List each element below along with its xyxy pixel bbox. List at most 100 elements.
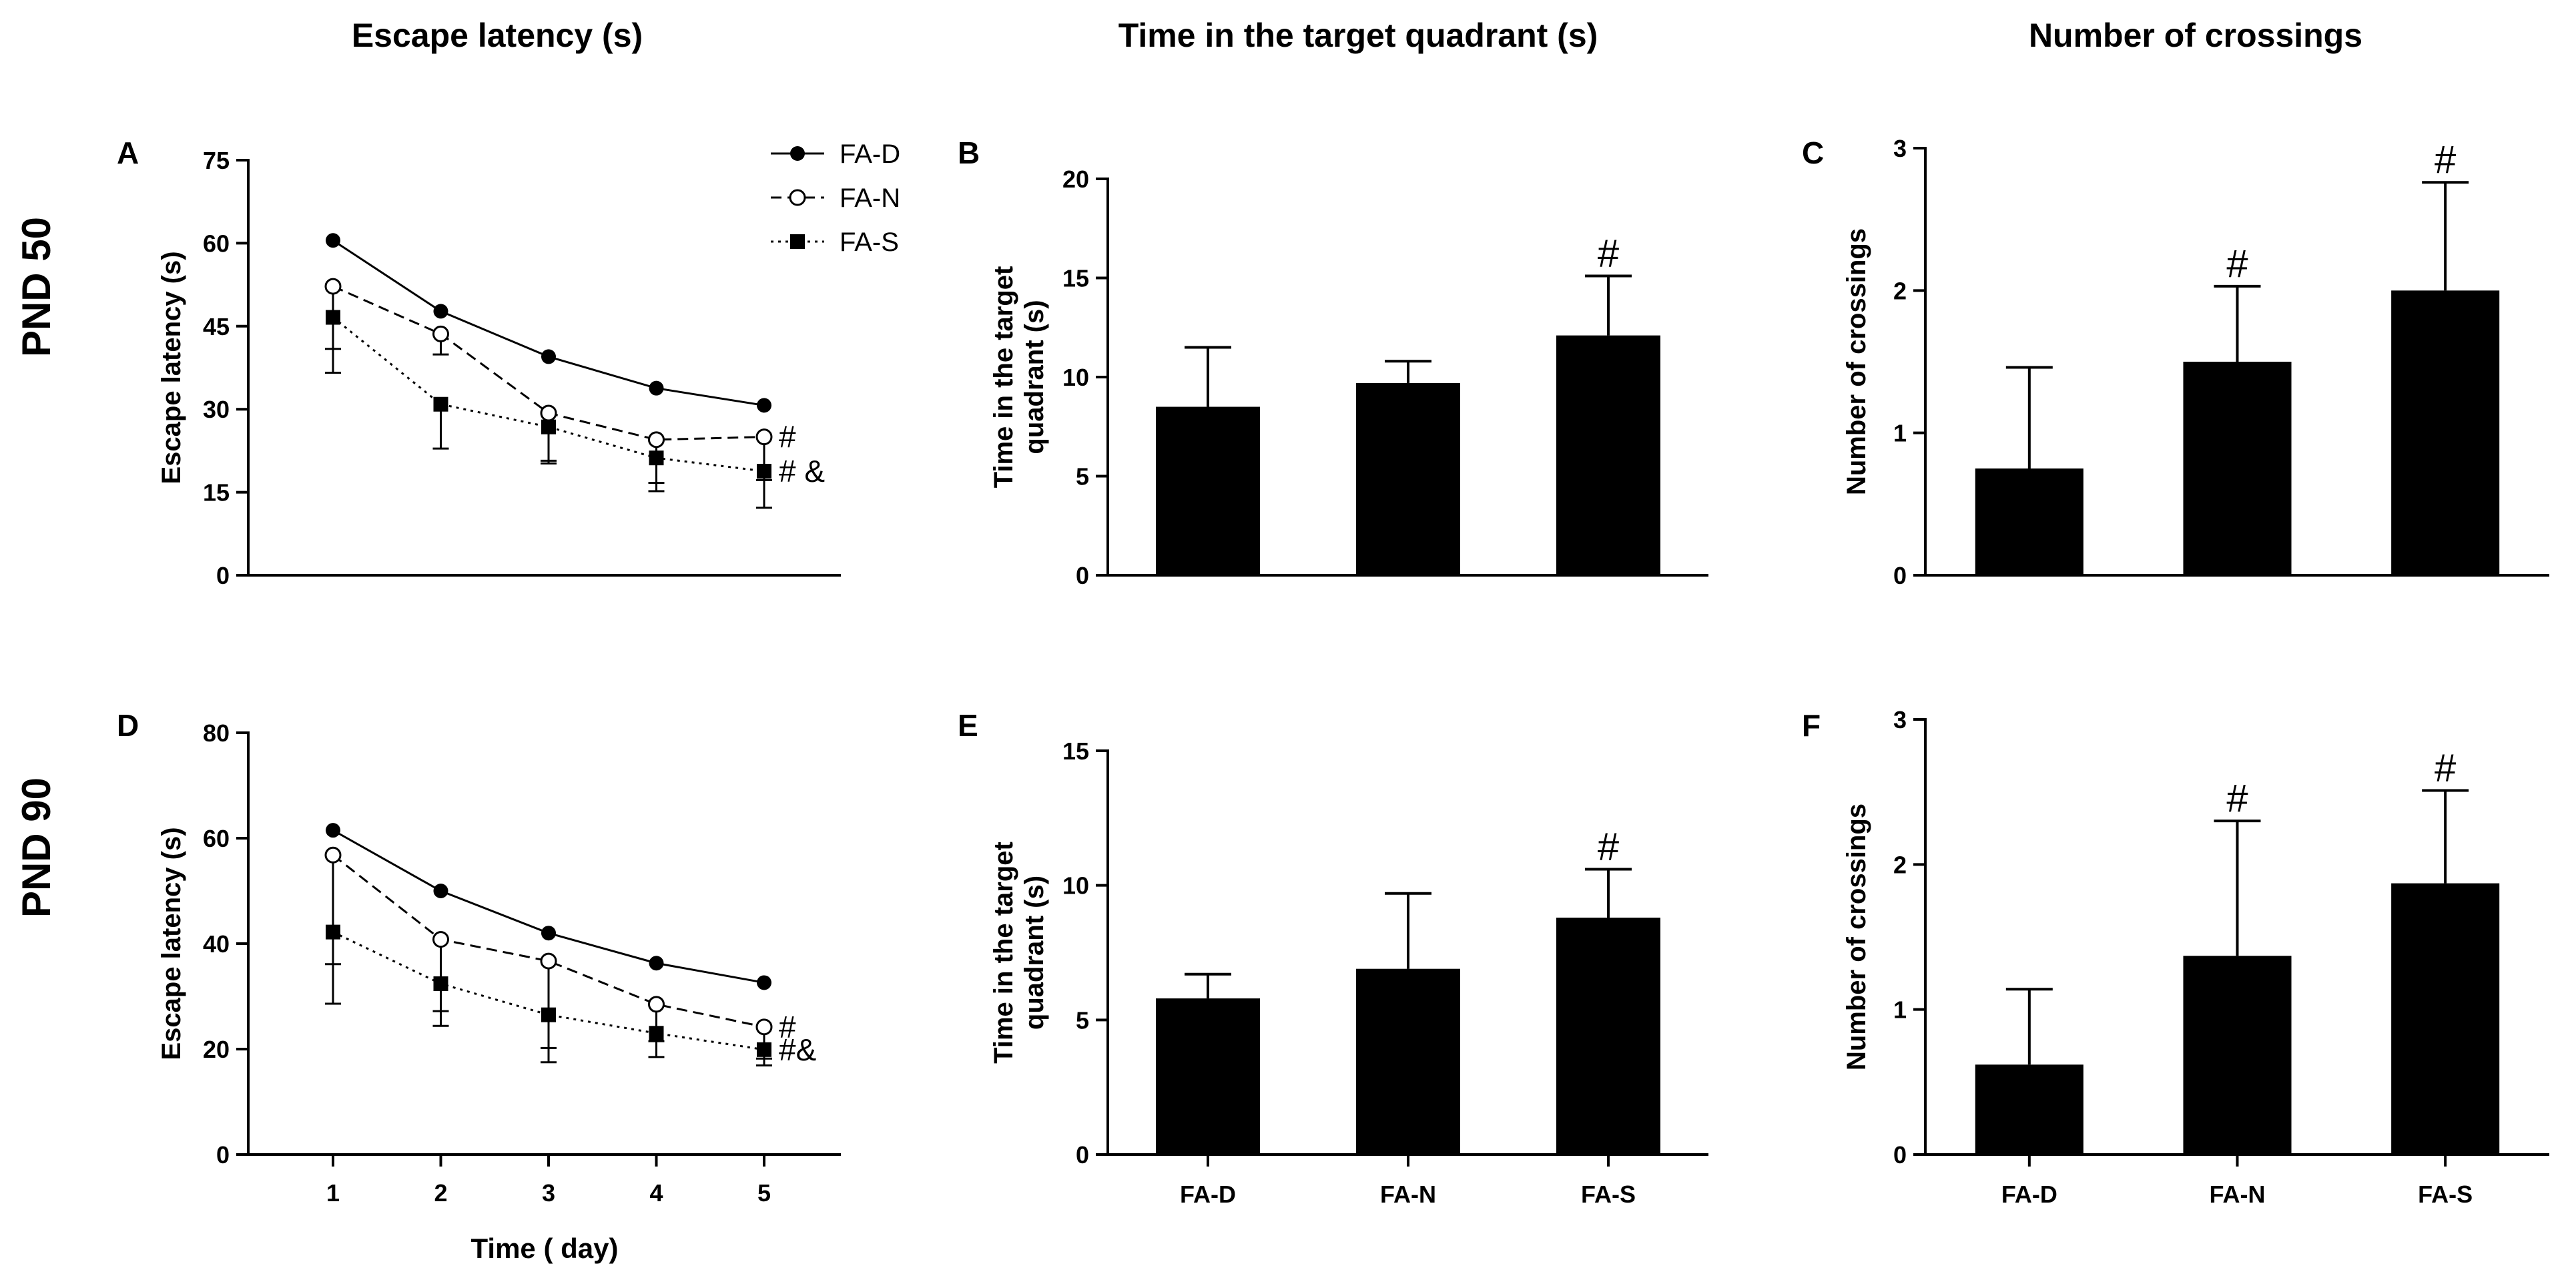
y-tick-label: 45 [203, 313, 230, 340]
y-tick-label: 3 [1893, 135, 1907, 162]
y-axis-label: Number of crossings [1842, 804, 1871, 1070]
y-tick-label: 2 [1893, 277, 1907, 304]
bar-group-fa-n: # FA-N [2183, 777, 2292, 1208]
significance-mark: # [2226, 242, 2248, 286]
panel-letter-a: A [117, 135, 139, 170]
data-point [649, 450, 664, 466]
significance-annotation: # & [779, 454, 825, 489]
panel-c: C 0 1 2 3 Number of crossings # # [1802, 135, 2549, 589]
significance-mark: # [1598, 825, 1619, 868]
data-point [324, 278, 342, 295]
data-point [432, 931, 449, 948]
y-axis-label: Escape latency (s) [157, 251, 186, 484]
y-tick-label: 1 [1893, 420, 1907, 447]
bar-group-fa-s: # FA-S [2391, 746, 2500, 1208]
y-axis-label: Number of crossings [1842, 228, 1871, 495]
data-point [757, 464, 771, 479]
data-point [540, 952, 557, 970]
x-tick-label: FA-S [2418, 1181, 2473, 1208]
y-tick-label: 1 [1893, 996, 1907, 1024]
series-fa-d [326, 233, 771, 413]
bar-group-fa-d: FA-D [1156, 972, 1260, 1208]
data-point [433, 976, 448, 992]
x-tick-label: FA-N [2210, 1181, 2266, 1208]
panel-d: D 0 20 40 60 80 Escape latency (s) 1 2 3 4 5 Time ( … [117, 708, 841, 1264]
bar-fa-s [2391, 883, 2500, 1155]
y-axis-label: Escape latency (s) [157, 827, 186, 1060]
y-tick-label: 5 [1076, 1006, 1089, 1034]
bar-group-fa-s: # [1556, 232, 1660, 575]
x-tick-label: 4 [649, 1179, 663, 1207]
bar-group-fa-n [1356, 360, 1460, 575]
x-axis-label: Time ( day) [471, 1233, 619, 1264]
series-fa-s [325, 310, 772, 509]
bar-fa-d [1975, 468, 2083, 575]
bar-group-fa-s: # FA-S [1556, 825, 1660, 1208]
data-point [326, 924, 340, 940]
data-point [433, 396, 448, 412]
y-tick-label: 0 [1893, 1141, 1907, 1169]
panel-letter-c: C [1802, 135, 1824, 170]
y-tick-label: 2 [1893, 851, 1907, 878]
bar-fa-d [1156, 406, 1260, 575]
y-tick-label: 5 [1076, 463, 1089, 491]
data-point [755, 1018, 773, 1036]
legend-label-fa-d: FA-D [840, 139, 900, 169]
y-tick-label: 15 [203, 479, 230, 507]
x-tick-label: 3 [542, 1179, 555, 1207]
column-title-target-quadrant: Time in the target quadrant (s) [1118, 17, 1598, 54]
bar-fa-s [1556, 335, 1660, 575]
y-tick-label: 0 [216, 562, 230, 589]
legend-marker [789, 189, 806, 206]
bar-fa-s [2391, 290, 2500, 575]
y-tick-label: 60 [203, 230, 230, 257]
data-point [540, 404, 557, 422]
data-point [326, 823, 340, 838]
data-point [649, 380, 664, 396]
x-tick-label: FA-N [1380, 1181, 1436, 1208]
legend-marker [790, 234, 805, 249]
x-tick-label: FA-S [1581, 1181, 1636, 1208]
x-tick-label: 2 [434, 1179, 447, 1207]
data-point [648, 996, 665, 1013]
series-line-fa-n [332, 854, 765, 1028]
significance-annotation: #& [779, 1032, 816, 1067]
data-point [757, 1042, 771, 1057]
data-point [649, 956, 664, 971]
column-title-crossings: Number of crossings [2029, 17, 2362, 54]
significance-mark: # [1598, 232, 1619, 276]
data-point [757, 975, 771, 990]
bar-fa-d [1975, 1064, 2083, 1155]
bar-fa-s [1556, 918, 1660, 1155]
data-point [541, 349, 556, 364]
panel-letter-d: D [117, 708, 139, 743]
bar-fa-n [2183, 956, 2292, 1155]
data-point [326, 233, 340, 248]
bar-fa-n [1356, 382, 1460, 575]
data-point [541, 419, 556, 434]
bar-group-fa-d [1975, 366, 2083, 575]
y-tick-label: 20 [203, 1036, 230, 1063]
column-title-escape-latency: Escape latency (s) [352, 17, 643, 54]
y-tick-label: 15 [1062, 737, 1089, 765]
legend-label-fa-n: FA-N [840, 184, 900, 213]
panel-letter-e: E [958, 708, 978, 743]
x-tick-label: 5 [757, 1179, 771, 1207]
significance-mark: # [2226, 777, 2248, 820]
data-point [433, 304, 448, 319]
panel-letter-f: F [1802, 708, 1821, 743]
x-tick-label: 1 [326, 1179, 340, 1207]
panel-letter-b: B [958, 135, 980, 170]
y-tick-label: 10 [1062, 364, 1089, 391]
series-fa-d [326, 823, 771, 990]
panel-f: F 0 1 2 3 Number of crossings FA-D # FA-N # FA-S [1802, 706, 2549, 1208]
y-tick-label: 60 [203, 825, 230, 852]
data-point [541, 926, 556, 941]
y-axis-label: Time in the targetquadrant (s) [989, 842, 1049, 1064]
x-tick-label: FA-D [2001, 1181, 2057, 1208]
data-point [326, 310, 340, 325]
panel-b: B 0 5 10 15 20 Time in the targetquadrant (s) # [958, 135, 1708, 589]
bar-group-fa-d [1156, 346, 1260, 575]
data-point [432, 325, 449, 342]
y-axis-label: Time in the targetquadrant (s) [989, 266, 1049, 489]
